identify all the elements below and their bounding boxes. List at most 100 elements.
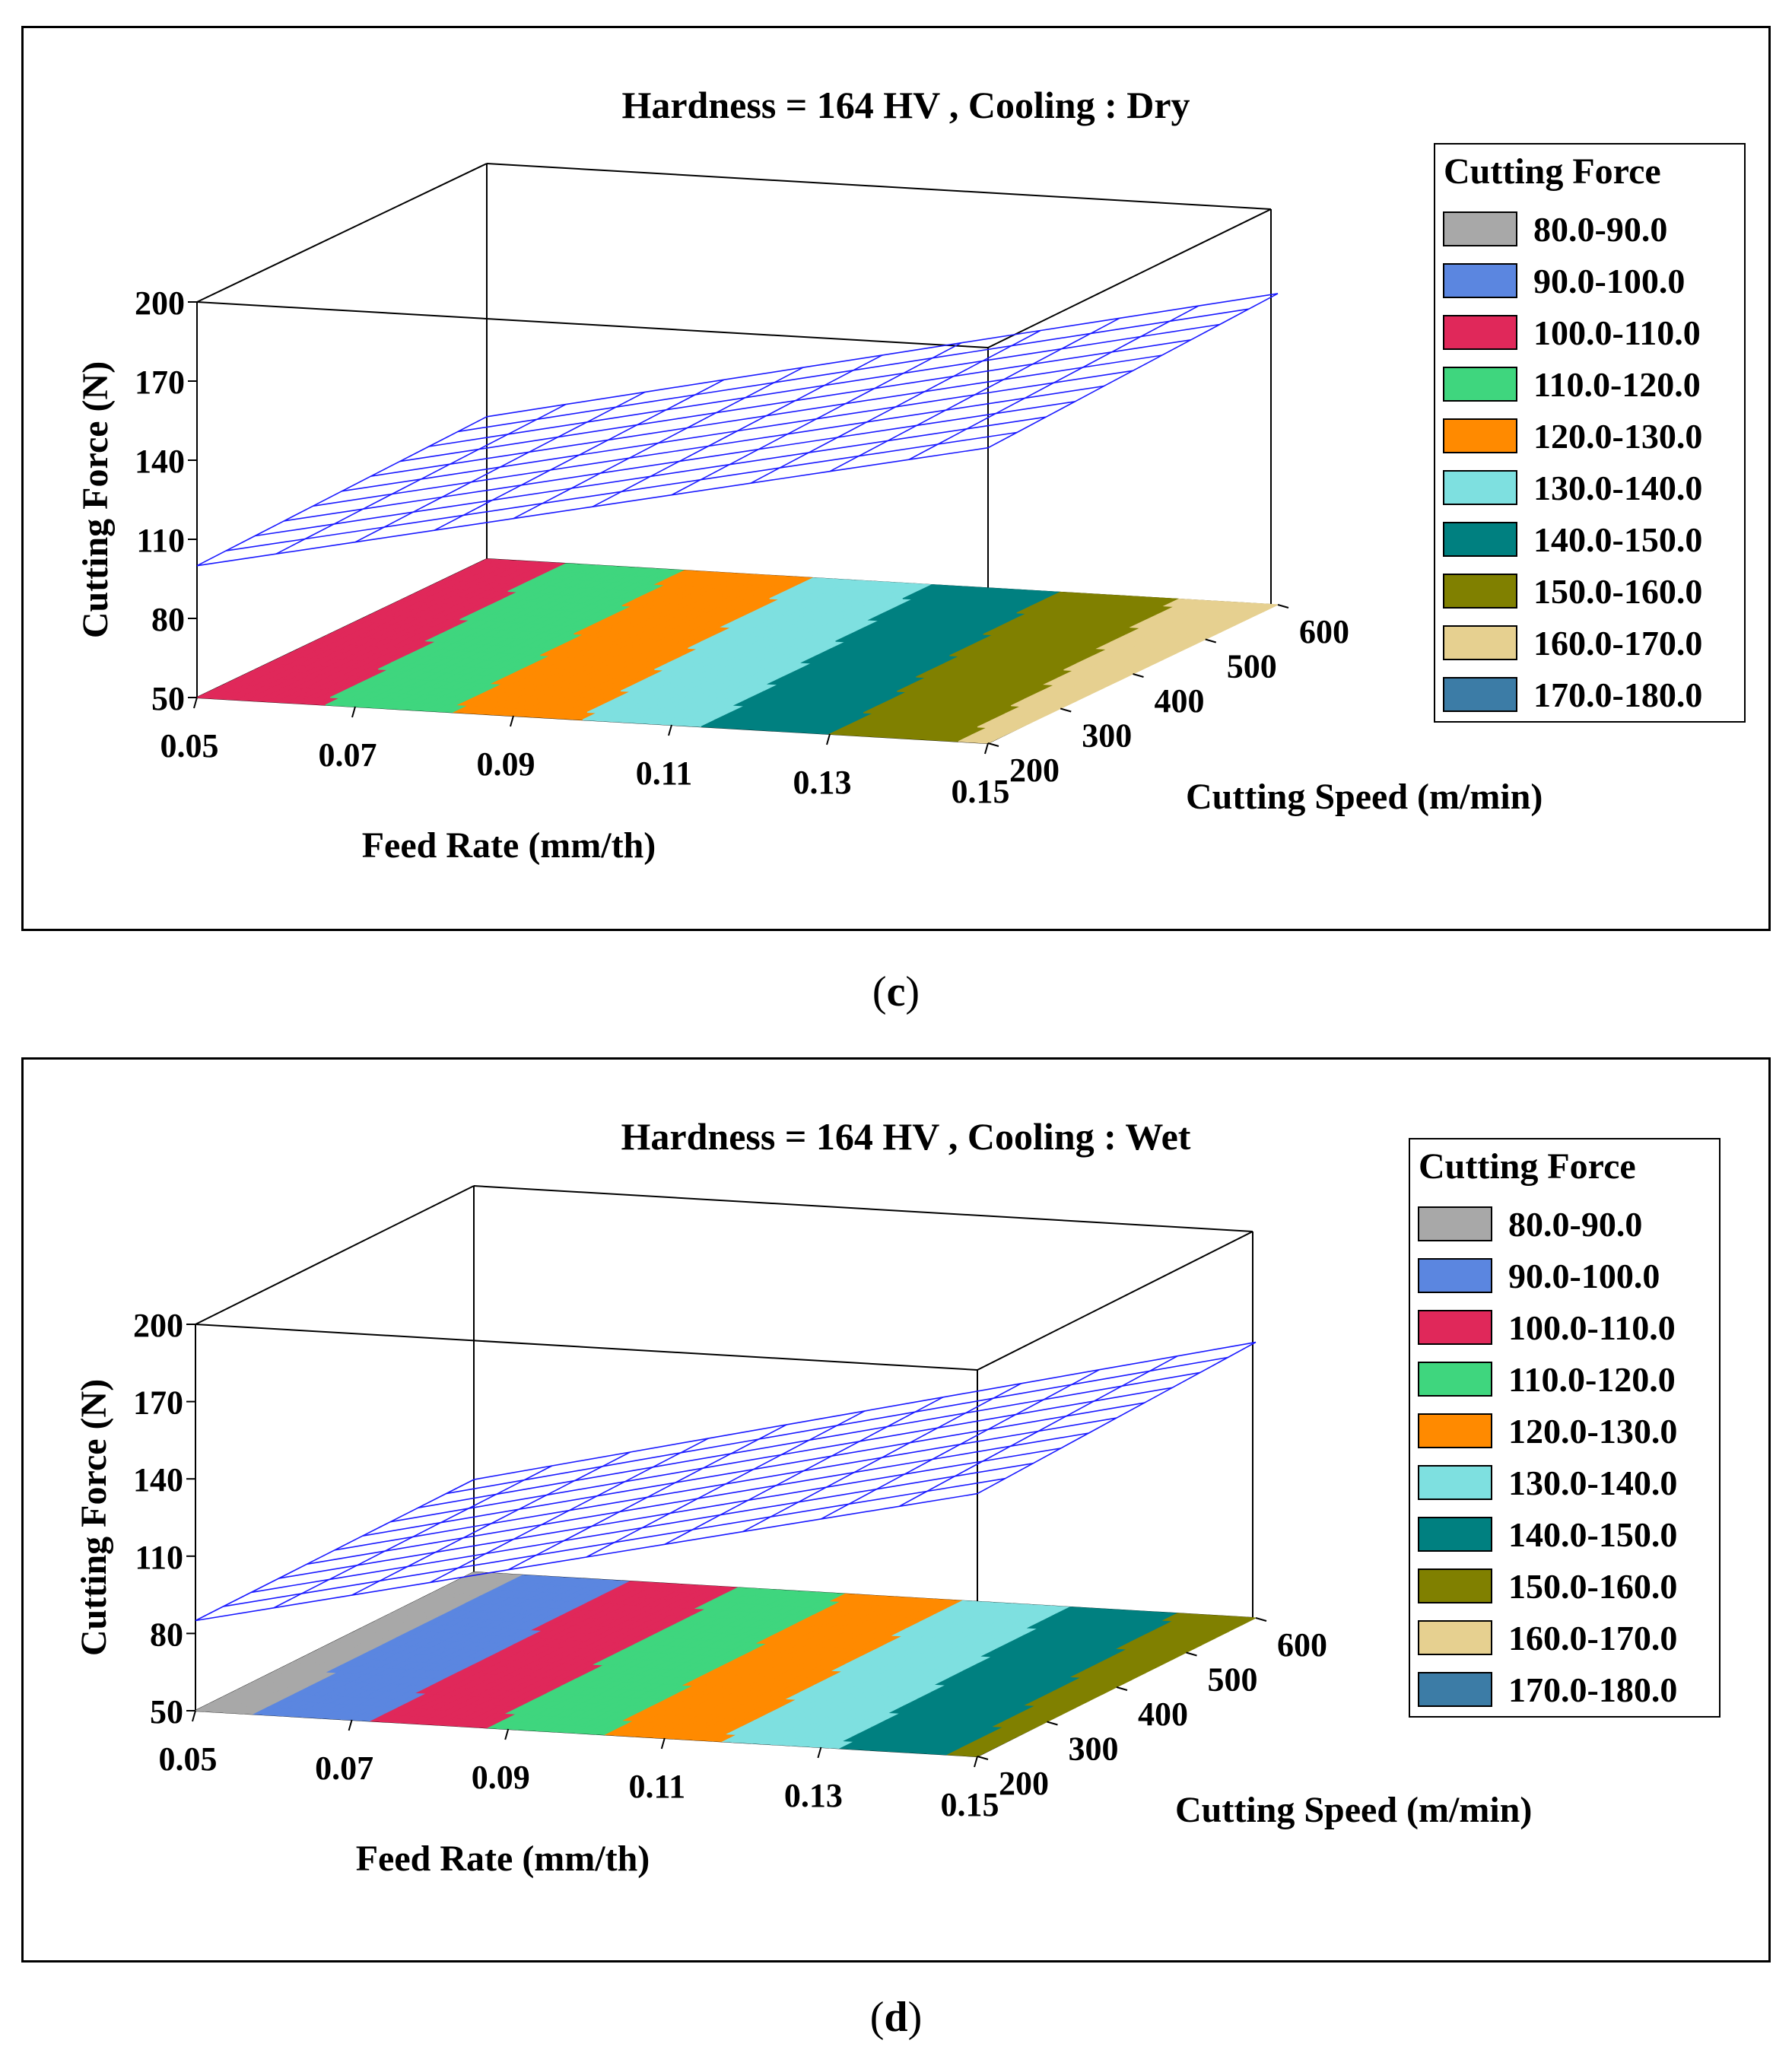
legend-label: 100.0-110.0	[1508, 1308, 1676, 1347]
y-tick-mark	[1255, 1617, 1267, 1622]
box-edge-5	[977, 1231, 1253, 1371]
legend-label: 170.0-180.0	[1533, 675, 1702, 714]
figure-caption-c: (c)	[872, 968, 920, 1015]
y-tick-mark	[1047, 1721, 1058, 1726]
x-axis-label: Feed Rate (mm/th)	[356, 1839, 650, 1879]
mesh-line-speed	[251, 1463, 1034, 1594]
x-tick-mark	[504, 1728, 510, 1740]
legend-label: 80.0-90.0	[1533, 210, 1667, 249]
legend-title: Cutting Force	[1419, 1146, 1636, 1187]
response-surface-mesh	[196, 293, 1279, 567]
legend-swatch	[1418, 1258, 1492, 1293]
x-tick-mark	[826, 733, 831, 745]
mesh-line-speed	[446, 1356, 1228, 1495]
x-tick-label: 0.11	[636, 755, 693, 792]
z-tick-label: 140	[135, 443, 185, 480]
mesh-line-speed	[195, 1492, 978, 1622]
z-tick-label: 50	[150, 1693, 183, 1731]
x-tick-label: 0.13	[793, 764, 852, 801]
legend-swatch	[1418, 1413, 1492, 1448]
mesh-line-speed	[225, 431, 1018, 551]
x-tick-label: 0.07	[315, 1750, 373, 1787]
y-tick-mark	[977, 1756, 989, 1760]
z-tick-label: 50	[151, 680, 185, 717]
legend-label: 90.0-100.0	[1533, 262, 1685, 300]
mesh-line-speed	[390, 1387, 1173, 1523]
legend-swatch	[1443, 211, 1517, 246]
legend-swatch	[1418, 1517, 1492, 1552]
caption-letter-d: d	[884, 1994, 908, 2041]
y-tick-label: 600	[1299, 613, 1349, 650]
mesh-line-speed	[342, 370, 1133, 492]
mesh-line-speed	[255, 416, 1047, 537]
x-tick-label: 0.09	[472, 1759, 530, 1796]
y-tick-mark	[1277, 604, 1289, 609]
z-tick-label: 200	[133, 1307, 183, 1344]
legend-swatch	[1443, 315, 1517, 350]
y-axis-label: Cutting Speed (m/min)	[1186, 777, 1543, 817]
y-tick-mark	[1205, 638, 1217, 644]
legend-label: 90.0-100.0	[1508, 1257, 1660, 1295]
mesh-line-speed	[362, 1402, 1145, 1537]
y-tick-mark	[1060, 707, 1072, 713]
chart-panel-d: Hardness = 164 HV , Cooling : Wet 50 80 110…	[21, 1057, 1771, 1963]
y-tick-label: 200	[999, 1765, 1049, 1802]
z-tick-label: 110	[136, 522, 185, 559]
legend-swatch	[1418, 1206, 1492, 1241]
legend-label: 130.0-140.0	[1508, 1464, 1677, 1502]
x-tick-mark	[817, 1746, 822, 1759]
z-tick-label: 200	[135, 284, 185, 322]
legend-swatch	[1443, 470, 1517, 505]
x-tick-mark	[984, 742, 989, 755]
x-tick-mark	[668, 724, 672, 736]
x-tick-mark	[351, 706, 356, 718]
legend-label: 120.0-130.0	[1533, 417, 1702, 456]
response-surface-mesh	[195, 1341, 1257, 1622]
legend-label: 150.0-160.0	[1533, 572, 1702, 611]
mesh-line-speed	[223, 1477, 1006, 1607]
x-tick-mark	[348, 1719, 353, 1731]
legend-swatch	[1418, 1310, 1492, 1345]
y-tick-label: 500	[1208, 1661, 1258, 1699]
mesh-line-speed	[370, 354, 1162, 477]
chart-panel-c: Hardness = 164 HV , Cooling : Dry 50 80 110…	[21, 26, 1771, 931]
y-tick-label: 600	[1277, 1626, 1327, 1664]
mesh-line-speed	[278, 1448, 1061, 1579]
legend-label: 140.0-150.0	[1508, 1515, 1677, 1554]
legend: Cutting Force 80.0-90.0 90.0-100.0 100.0-11…	[1434, 143, 1746, 723]
chart-title: Hardness = 164 HV , Cooling : Dry	[621, 84, 1190, 126]
mesh-line-speed	[428, 323, 1220, 447]
legend-swatch	[1443, 522, 1517, 557]
box-edge-6	[473, 1185, 1253, 1232]
z-axis-label: Cutting Force (N)	[74, 1379, 114, 1656]
y-tick-mark	[1116, 1686, 1128, 1691]
chart-title: Hardness = 164 HV , Cooling : Wet	[621, 1115, 1191, 1158]
z-tick-label: 170	[135, 364, 185, 401]
legend: Cutting Force 80.0-90.0 90.0-100.0 100.0-11…	[1409, 1138, 1721, 1718]
legend-label: 110.0-120.0	[1533, 365, 1701, 404]
mesh-line-speed	[284, 401, 1076, 522]
x-tick-mark	[192, 1710, 196, 1722]
mesh-line-speed	[418, 1371, 1200, 1508]
box-edge-6	[486, 163, 1272, 210]
y-tick-mark	[987, 742, 999, 747]
x-tick-mark	[510, 715, 514, 727]
legend-swatch	[1418, 1672, 1492, 1707]
y-tick-label: 500	[1227, 648, 1277, 685]
y-tick-mark	[1133, 673, 1144, 678]
legend-label: 130.0-140.0	[1533, 469, 1702, 507]
legend-label: 120.0-130.0	[1508, 1412, 1677, 1451]
z-tick-label: 140	[133, 1461, 183, 1499]
y-tick-label: 400	[1155, 682, 1205, 720]
mesh-line-speed	[473, 1341, 1257, 1480]
z-tick-label: 110	[135, 1539, 183, 1576]
legend-label: 140.0-150.0	[1533, 520, 1702, 559]
legend-swatch	[1443, 418, 1517, 453]
x-tick-label: 0.05	[159, 1740, 218, 1778]
legend-label: 160.0-170.0	[1508, 1619, 1677, 1657]
box-edge-4	[196, 301, 989, 348]
legend-swatch	[1443, 625, 1517, 660]
x-tick-label: 0.15	[941, 1786, 999, 1823]
mesh-line-speed	[399, 339, 1191, 462]
legend-label: 80.0-90.0	[1508, 1205, 1642, 1244]
